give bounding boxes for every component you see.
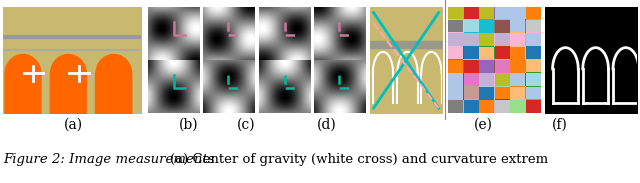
Text: (b): (b) — [179, 117, 198, 131]
Text: (d): (d) — [317, 117, 336, 131]
Text: (f): (f) — [552, 117, 568, 131]
Text: (e): (e) — [474, 117, 493, 131]
Text: (a) Center of gravity (white cross) and curvature extrem: (a) Center of gravity (white cross) and … — [170, 153, 548, 166]
Text: (a): (a) — [64, 117, 83, 131]
Text: (c): (c) — [237, 117, 256, 131]
Text: Figure 2: Image measurements: Figure 2: Image measurements — [3, 153, 214, 166]
